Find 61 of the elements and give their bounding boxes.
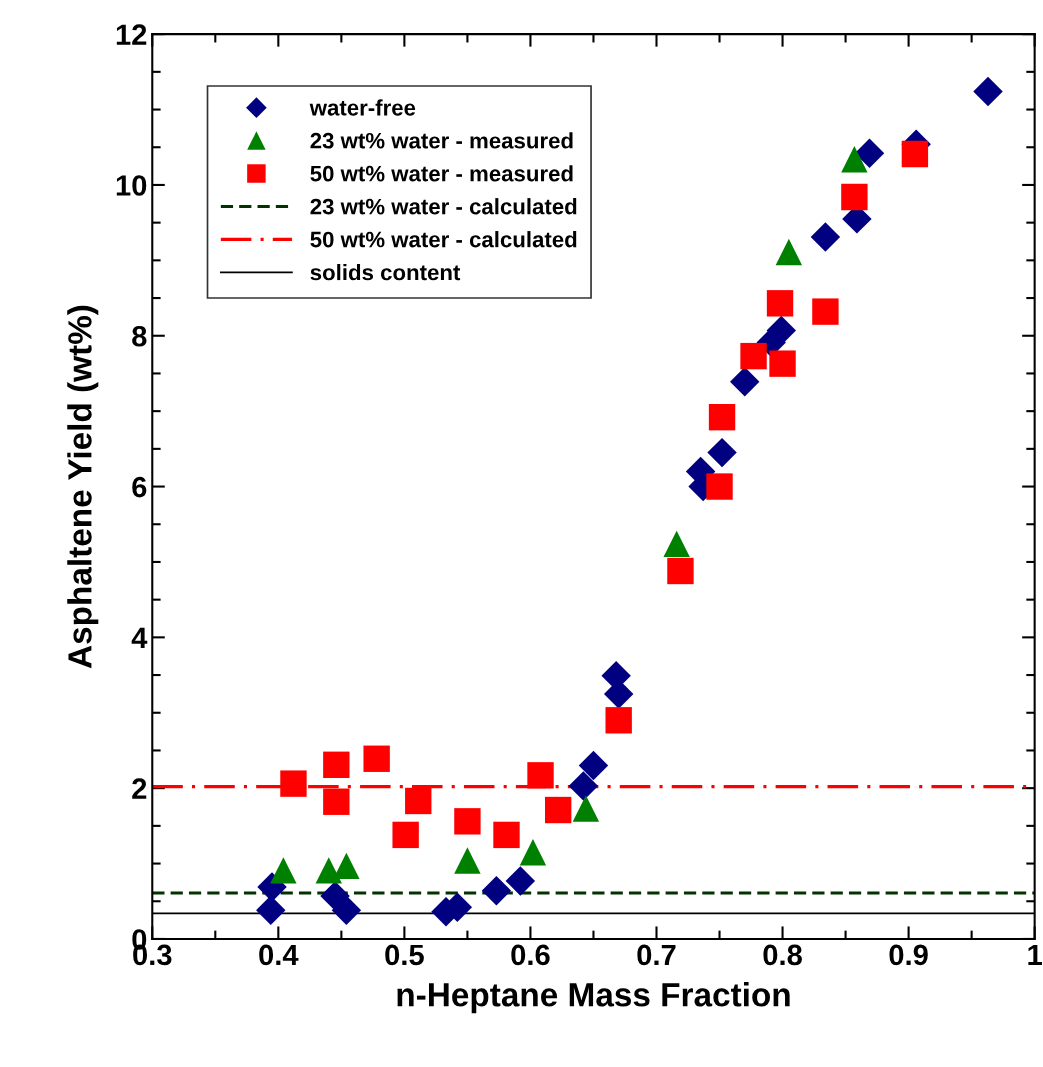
y-tick-label: 4 bbox=[131, 627, 148, 648]
point bbox=[454, 847, 481, 874]
y-tick-label: 6 bbox=[132, 476, 147, 498]
point bbox=[766, 290, 794, 317]
point bbox=[519, 839, 547, 866]
x-axis-title: n-Heptane Mass Fraction bbox=[397, 982, 790, 1014]
point bbox=[740, 342, 767, 370]
point bbox=[323, 788, 350, 815]
point bbox=[323, 751, 350, 778]
point bbox=[730, 367, 760, 397]
point bbox=[810, 222, 841, 252]
point bbox=[605, 707, 632, 734]
point bbox=[973, 76, 1003, 107]
x-tick-label: 0.7 bbox=[637, 944, 676, 966]
y-tick-label: 10 bbox=[116, 175, 147, 196]
point bbox=[841, 183, 868, 211]
point bbox=[841, 146, 868, 173]
point bbox=[663, 530, 690, 558]
point bbox=[280, 770, 307, 797]
point bbox=[270, 857, 297, 884]
point bbox=[572, 795, 600, 822]
point bbox=[527, 762, 554, 789]
point bbox=[481, 875, 512, 906]
legend-label: 50 wt% water - measured bbox=[310, 165, 573, 182]
point bbox=[333, 852, 360, 880]
point bbox=[544, 796, 572, 824]
point bbox=[392, 821, 419, 849]
point bbox=[405, 787, 432, 815]
y-tick-label: 2 bbox=[132, 778, 147, 799]
x-tick-label: 0.6 bbox=[511, 944, 550, 966]
y-tick-label: 8 bbox=[132, 325, 147, 347]
x-tick-label: 0.9 bbox=[889, 944, 928, 966]
point bbox=[493, 821, 520, 849]
point bbox=[568, 771, 599, 801]
point bbox=[454, 808, 481, 835]
legend-label: 23 wt% water - measured bbox=[310, 132, 573, 149]
legend-label: 23 wt% water - calculated bbox=[310, 198, 577, 215]
x-tick-label: 1 bbox=[1028, 944, 1042, 965]
point bbox=[578, 750, 609, 781]
point bbox=[667, 557, 694, 585]
legend-label: water-free bbox=[309, 99, 416, 116]
point bbox=[363, 745, 390, 772]
legend-label: 50 wt% water - calculated bbox=[310, 231, 577, 248]
point bbox=[901, 140, 929, 168]
point bbox=[854, 138, 885, 169]
point bbox=[708, 403, 736, 431]
point bbox=[315, 857, 342, 884]
y-tick-label: 12 bbox=[116, 24, 147, 45]
point bbox=[706, 473, 733, 500]
x-tick-label: 0.8 bbox=[763, 944, 802, 966]
point bbox=[505, 866, 536, 896]
point bbox=[812, 298, 839, 325]
x-tick-label: 0.5 bbox=[385, 944, 424, 966]
point bbox=[769, 350, 796, 377]
point bbox=[707, 437, 737, 468]
point bbox=[775, 238, 803, 266]
y-axis-title: Asphaltene Yield (wt%) bbox=[67, 305, 99, 669]
point bbox=[256, 895, 286, 926]
legend-label: solids content bbox=[310, 263, 461, 281]
point bbox=[331, 895, 362, 926]
x-tick-label: 0.4 bbox=[259, 944, 299, 966]
